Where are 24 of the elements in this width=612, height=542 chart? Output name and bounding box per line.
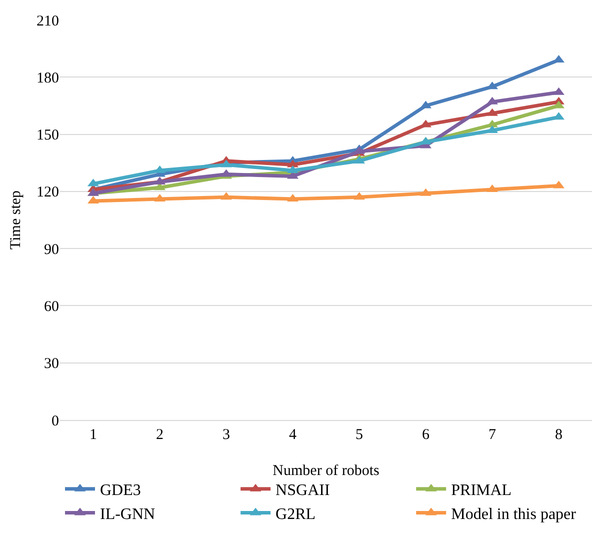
y-axis-title: Time step [8, 190, 24, 250]
x-tick-label: 8 [555, 427, 562, 443]
x-tick-label: 5 [356, 427, 363, 443]
x-tick-label: 7 [488, 427, 496, 443]
x-tick-label: 6 [422, 427, 430, 443]
y-tick-label: 120 [36, 184, 59, 201]
y-tick-label: 90 [44, 242, 59, 258]
x-tick-label: 2 [156, 427, 164, 443]
y-tick-label: 30 [44, 356, 59, 372]
legend-label: Model in this paper [451, 506, 577, 523]
y-tick-label: 150 [36, 128, 59, 144]
legend-label: GDE3 [100, 482, 141, 500]
x-axis-title: Number of robots [272, 463, 380, 479]
y-tick-label: 180 [36, 70, 59, 86]
x-tick-label: 1 [90, 427, 97, 443]
legend-label: PRIMAL [451, 482, 512, 500]
x-tick-label: 4 [289, 427, 297, 443]
legend-label: IL-GNN [100, 506, 156, 523]
legend-label: NSGAII [276, 482, 330, 500]
x-tick-label: 3 [222, 427, 230, 443]
y-tick-label: 0 [52, 413, 59, 430]
y-tick-label: 210 [36, 13, 59, 30]
legend-label: G2RL [276, 506, 316, 523]
y-tick-label: 60 [44, 298, 59, 315]
